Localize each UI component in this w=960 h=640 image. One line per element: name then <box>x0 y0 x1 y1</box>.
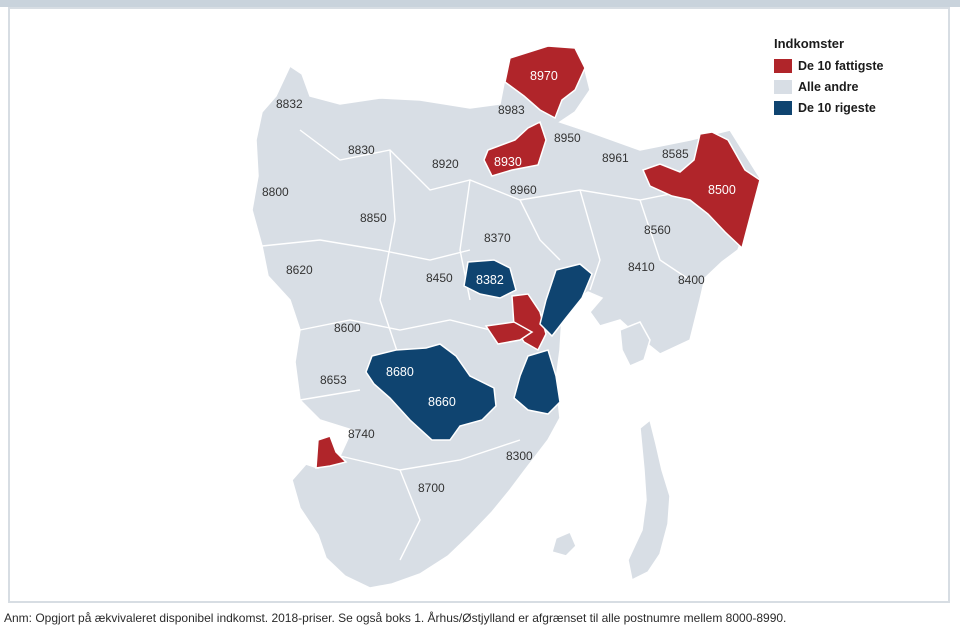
region-8500 <box>641 131 761 250</box>
legend-swatch-others <box>774 80 792 94</box>
region-8970 <box>504 45 586 120</box>
region-aarhus-blue-south <box>513 349 561 415</box>
label-8653: 8653 <box>320 373 347 387</box>
legend-title: Indkomster <box>774 36 845 51</box>
label-8660: 8660 <box>428 395 456 409</box>
label-8970: 8970 <box>530 69 558 83</box>
legend-label-richest: De 10 rigeste <box>798 101 876 115</box>
label-8620: 8620 <box>286 263 313 277</box>
region-8680-8660 <box>365 343 497 441</box>
label-8850: 8850 <box>360 211 387 225</box>
label-8600: 8600 <box>334 321 361 335</box>
label-8830: 8830 <box>348 143 375 157</box>
label-8500: 8500 <box>708 183 736 197</box>
label-8382: 8382 <box>476 273 504 287</box>
label-8370: 8370 <box>484 231 511 245</box>
label-8400: 8400 <box>678 273 705 287</box>
district-borders <box>261 129 691 561</box>
region-8930 <box>483 120 547 177</box>
region-aarhus-blue-north <box>539 263 593 338</box>
island-north <box>627 418 671 582</box>
legend-item-others: Alle andre <box>774 80 924 94</box>
legend-item-poorest: De 10 fattigste <box>774 59 924 73</box>
poorest-regions <box>315 45 761 469</box>
island-east <box>619 321 651 367</box>
region-aarhus-red-2 <box>484 321 534 345</box>
label-8983: 8983 <box>498 103 525 117</box>
label-8930: 8930 <box>494 155 522 169</box>
label-8832: 8832 <box>276 97 303 111</box>
label-8585: 8585 <box>662 147 689 161</box>
label-8680: 8680 <box>386 365 414 379</box>
legend-swatch-poorest <box>774 59 792 73</box>
island-small <box>551 531 577 557</box>
region-8382 <box>463 259 517 299</box>
label-8961: 8961 <box>602 151 629 165</box>
top-strip <box>0 0 960 7</box>
label-8560: 8560 <box>644 223 671 237</box>
label-8920: 8920 <box>432 157 459 171</box>
label-8300: 8300 <box>506 449 533 463</box>
label-8950: 8950 <box>554 131 581 145</box>
label-8410: 8410 <box>628 260 655 274</box>
legend-label-poorest: De 10 fattigste <box>798 59 884 73</box>
region-southwest-red <box>315 435 348 469</box>
legend-item-richest: De 10 rigeste <box>774 101 924 115</box>
label-8960: 8960 <box>510 183 537 197</box>
map-legend: Indkomster De 10 fattigste Alle andre De… <box>774 36 924 122</box>
label-8700: 8700 <box>418 481 445 495</box>
legend-label-others: Alle andre <box>798 80 859 94</box>
map-caption: Anm: Opgjort på ækvivaleret disponibel i… <box>4 611 787 625</box>
legend-swatch-richest <box>774 101 792 115</box>
label-8800: 8800 <box>262 185 289 199</box>
richest-regions <box>365 259 593 441</box>
label-8740: 8740 <box>348 427 375 441</box>
label-8450: 8450 <box>426 271 453 285</box>
